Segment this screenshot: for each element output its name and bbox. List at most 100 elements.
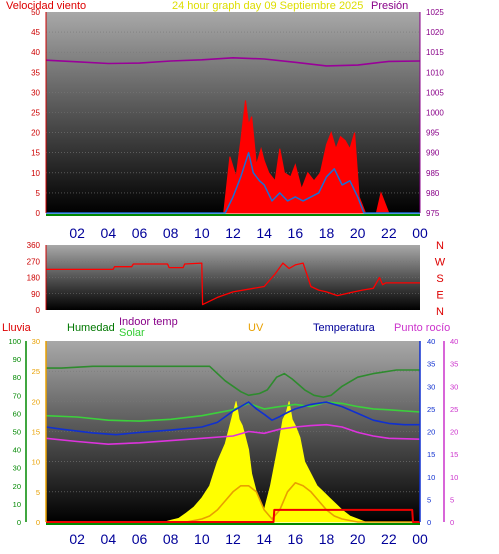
dew-point-tick-label: 20 bbox=[450, 428, 458, 437]
wind-tick-label: 5 bbox=[36, 189, 41, 198]
uv-tick-label: 10 bbox=[32, 458, 40, 467]
temperature-x-tick-label: 04 bbox=[101, 531, 117, 547]
temperature-tick-label: 30 bbox=[427, 382, 435, 391]
wind-average-line bbox=[46, 151, 420, 214]
temperature-x-tick-label: 00 bbox=[412, 531, 428, 547]
uv-tick-label: 0 bbox=[36, 518, 40, 527]
wind-x-tick-label: 12 bbox=[225, 225, 241, 241]
indoor-temp-line bbox=[45, 401, 421, 422]
temperature-axes: 0 10 20 30 40 50 60 70 80 90 100 0 5 10 15 20 25 30 0 5 10 15… bbox=[8, 337, 458, 527]
wind-plot-area bbox=[45, 56, 421, 214]
wind-x-tick-label: 04 bbox=[101, 225, 117, 241]
temperature-x-tick-label: 10 bbox=[194, 531, 210, 547]
temperature-x-tick-label: 22 bbox=[381, 531, 397, 547]
humidity-tick-label: 0 bbox=[17, 518, 21, 527]
pressure-tick-label: 985 bbox=[426, 169, 440, 178]
temperature-tick-label: 25 bbox=[427, 405, 435, 414]
wind-tick-label: 20 bbox=[31, 129, 40, 138]
pressure-tick-label: 980 bbox=[426, 189, 440, 198]
wind-x-axis: 02 04 06 08 10 12 14 16 18 20 22 00 bbox=[46, 214, 428, 241]
uv-tick-label: 25 bbox=[32, 367, 40, 376]
humidity-tick-label: 100 bbox=[8, 337, 21, 346]
pressure-tick-label: 1015 bbox=[426, 48, 444, 57]
humidity-tick-label: 90 bbox=[13, 355, 21, 364]
temperature-label: Temperatura bbox=[313, 322, 376, 334]
dew-point-tick-label: 10 bbox=[450, 473, 458, 482]
wind-x-tick-label: 06 bbox=[132, 225, 148, 241]
wind-tick-label: 30 bbox=[31, 88, 40, 97]
compass-label: N bbox=[436, 240, 444, 252]
pressure-label: Presión bbox=[371, 0, 408, 12]
wind-gust-area bbox=[46, 100, 420, 214]
wind-left-axis: 0 5 10 15 20 25 30 35 40 45 50 bbox=[31, 8, 47, 218]
humidity-tick-label: 80 bbox=[13, 373, 21, 382]
wind-x-tick-label: 08 bbox=[163, 225, 179, 241]
direction-line bbox=[46, 262, 420, 306]
wind-tick-label: 0 bbox=[36, 209, 41, 218]
temperature-x-tick-label: 02 bbox=[69, 531, 85, 547]
dew-point-tick-label: 25 bbox=[450, 405, 458, 414]
pressure-tick-label: 1020 bbox=[426, 28, 444, 37]
dew-point-label: Punto rocío bbox=[394, 322, 450, 334]
humidity-tick-label: 30 bbox=[13, 464, 21, 473]
wind-tick-label: 35 bbox=[31, 68, 40, 77]
wind-tick-label: 50 bbox=[31, 8, 40, 17]
direction-left-axis: 0 90 180 270 360 bbox=[27, 241, 47, 315]
pressure-tick-label: 1010 bbox=[426, 68, 444, 77]
pressure-tick-label: 1000 bbox=[426, 109, 444, 118]
humidity-tick-label: 60 bbox=[13, 409, 21, 418]
temperature-x-tick-label: 18 bbox=[319, 531, 335, 547]
direction-tick-label: 360 bbox=[27, 241, 41, 250]
wind-tick-label: 40 bbox=[31, 48, 40, 57]
pressure-tick-label: 995 bbox=[426, 129, 440, 138]
direction-grid bbox=[46, 260, 420, 295]
direction-tick-label: 180 bbox=[27, 274, 41, 283]
dew-point-line bbox=[45, 423, 421, 446]
rain-line bbox=[46, 508, 420, 523]
temperature-tick-label: 40 bbox=[427, 337, 435, 346]
wind-x-tick-label: 02 bbox=[69, 225, 85, 241]
direction-tick-label: 270 bbox=[27, 257, 41, 266]
compass-label: E bbox=[436, 290, 443, 302]
temperature-x-tick-label: 12 bbox=[225, 531, 241, 547]
uv-line bbox=[46, 481, 420, 523]
wind-tick-label: 10 bbox=[31, 169, 40, 178]
uv-tick-label: 30 bbox=[32, 337, 40, 346]
indoor-temp-label: Indoor temp bbox=[119, 316, 178, 328]
pressure-tick-label: 1025 bbox=[426, 8, 444, 17]
uv-tick-label: 15 bbox=[32, 428, 40, 437]
temperature-tick-label: 5 bbox=[427, 495, 431, 504]
wind-x-tick-label: 00 bbox=[412, 225, 428, 241]
solar-area bbox=[46, 401, 420, 523]
humidity-line bbox=[46, 365, 420, 398]
temperature-tick-label: 0 bbox=[427, 518, 431, 527]
wind-x-tick-label: 10 bbox=[194, 225, 210, 241]
dew-point-tick-label: 40 bbox=[450, 337, 458, 346]
pressure-right-axis: 975 980 985 990 995 1000 1005 1010 1015 1020 1025 bbox=[419, 8, 444, 218]
direction-plot-area bbox=[46, 262, 420, 306]
temperature-tick-label: 10 bbox=[427, 473, 435, 482]
uv-tick-label: 5 bbox=[36, 488, 40, 497]
direction-tick-label: 90 bbox=[31, 290, 40, 299]
temperature-tick-label: 15 bbox=[427, 450, 435, 459]
humidity-label: Humedad bbox=[67, 322, 115, 334]
direction-tick-label: 0 bbox=[36, 306, 41, 315]
humidity-tick-label: 50 bbox=[13, 428, 21, 437]
temperature-x-axis: 02 04 06 08 10 12 14 16 18 20 22 00 bbox=[46, 523, 428, 547]
humidity-tick-label: 70 bbox=[13, 391, 21, 400]
temperature-x-tick-label: 16 bbox=[288, 531, 304, 547]
solar-label: Solar bbox=[119, 327, 145, 339]
uv-tick-label: 20 bbox=[32, 397, 40, 406]
humidity-tick-label: 40 bbox=[13, 446, 21, 455]
temperature-x-tick-label: 08 bbox=[163, 531, 179, 547]
wind-x-tick-label: 22 bbox=[381, 225, 397, 241]
temperature-plot-area bbox=[45, 365, 421, 523]
wind-label: Velocidad viento bbox=[6, 0, 86, 12]
wind-x-tick-label: 16 bbox=[288, 225, 304, 241]
temperature-x-tick-label: 06 bbox=[132, 531, 148, 547]
pressure-tick-label: 975 bbox=[426, 209, 440, 218]
date-label: 24 hour graph day 09 Septiembre 2025 bbox=[172, 0, 363, 12]
compass-label: S bbox=[436, 273, 443, 285]
wind-x-tick-label: 20 bbox=[350, 225, 366, 241]
dew-point-tick-label: 0 bbox=[450, 518, 454, 527]
